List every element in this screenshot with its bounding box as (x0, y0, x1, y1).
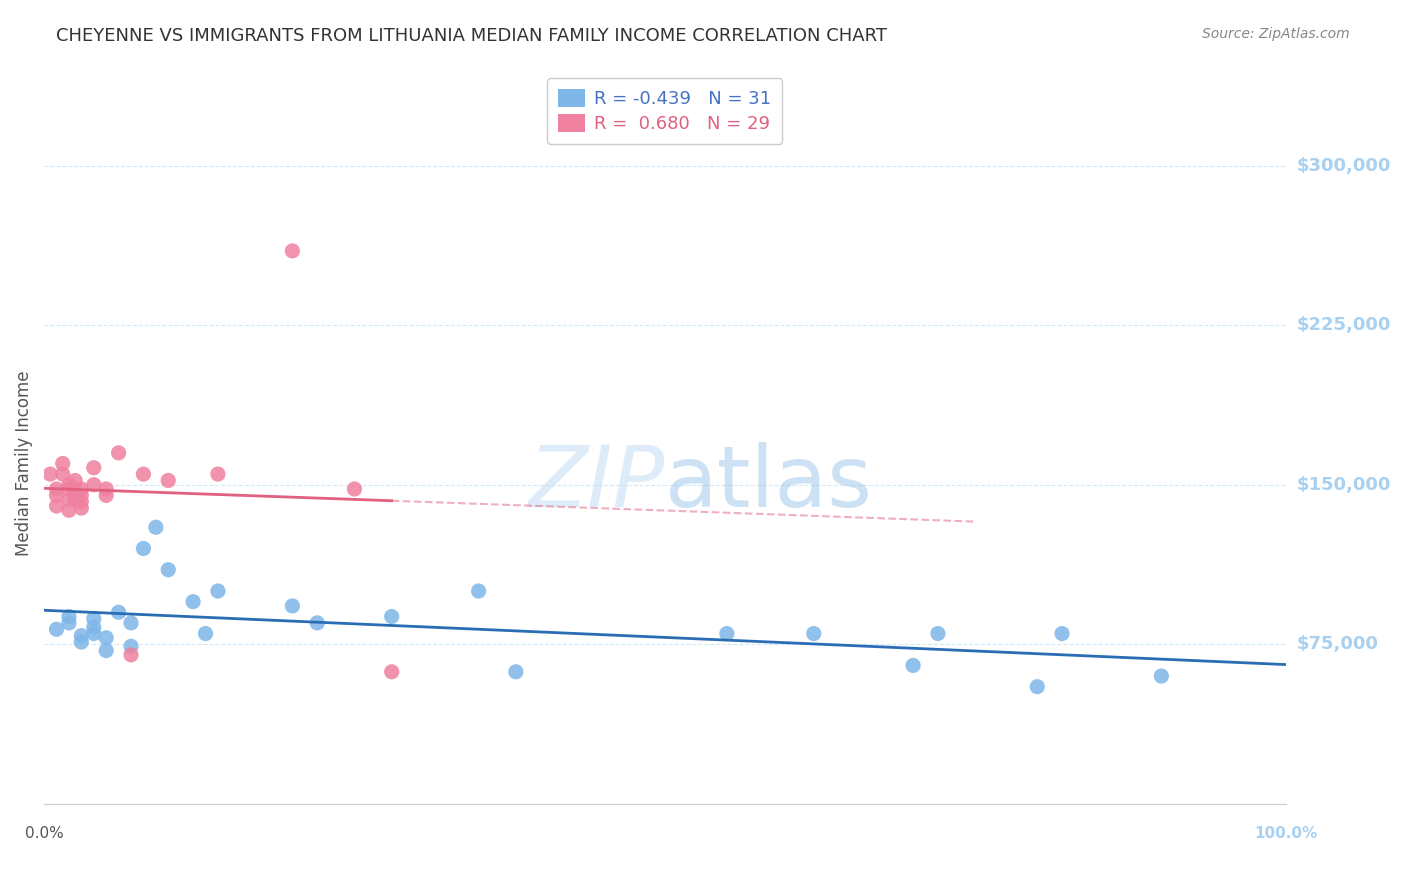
Point (39, 467, 62, 482)
Point (70, 635, 93, 649)
Point (803, 626, 825, 640)
Point (52, 457, 75, 471)
Point (381, 609, 404, 624)
Legend: R = -0.439   N = 31, R =  0.680   N = 29: R = -0.439 N = 31, R = 0.680 N = 29 (547, 78, 782, 144)
Point (207, 584, 229, 599)
Point (343, 482, 366, 496)
Point (58, 482, 80, 496)
Point (83, 612, 105, 626)
Point (901, 658, 924, 673)
Point (45, 499, 67, 513)
Point (120, 615, 142, 630)
Text: ZIP: ZIP (529, 442, 665, 525)
Point (132, 541, 155, 556)
Point (63, 492, 86, 507)
Text: $225,000: $225,000 (1296, 317, 1391, 334)
Point (70, 494, 93, 508)
Point (157, 563, 180, 577)
Point (70, 488, 93, 502)
Text: $150,000: $150,000 (1296, 475, 1391, 494)
Point (83, 460, 105, 475)
Point (927, 626, 949, 640)
Point (467, 584, 489, 599)
Point (52, 467, 75, 482)
Text: Source: ZipAtlas.com: Source: ZipAtlas.com (1202, 27, 1350, 41)
Point (132, 467, 155, 482)
Point (58, 609, 80, 624)
Text: CHEYENNE VS IMMIGRANTS FROM LITHUANIA MEDIAN FAMILY INCOME CORRELATION CHART: CHEYENNE VS IMMIGRANTS FROM LITHUANIA ME… (56, 27, 887, 45)
Point (194, 626, 217, 640)
Point (107, 446, 129, 460)
Point (120, 640, 142, 654)
Point (1150, 669, 1173, 683)
Point (45, 622, 67, 636)
Point (307, 615, 329, 630)
Point (96, 488, 118, 502)
Text: $300,000: $300,000 (1296, 157, 1391, 175)
Point (120, 648, 142, 662)
Y-axis label: Median Family Income: Median Family Income (15, 371, 32, 557)
Point (70, 629, 93, 643)
Point (145, 520, 167, 534)
Point (63, 474, 86, 488)
Point (281, 244, 304, 258)
Point (716, 626, 738, 640)
Point (45, 488, 67, 502)
Point (157, 474, 180, 488)
Text: 0.0%: 0.0% (25, 826, 63, 841)
Point (70, 482, 93, 496)
Point (207, 467, 229, 482)
Point (181, 594, 204, 608)
Text: 100.0%: 100.0% (1254, 826, 1317, 841)
Point (83, 626, 105, 640)
Point (1050, 626, 1073, 640)
Point (107, 605, 129, 619)
Point (70, 501, 93, 516)
Point (96, 631, 118, 645)
Text: atlas: atlas (665, 442, 873, 525)
Point (505, 665, 527, 679)
Point (58, 503, 80, 517)
Point (58, 615, 80, 630)
Point (96, 643, 118, 657)
Text: $75,000: $75,000 (1296, 635, 1378, 653)
Point (63, 484, 86, 499)
Point (96, 482, 118, 496)
Point (1026, 680, 1049, 694)
Point (83, 477, 105, 491)
Point (281, 599, 304, 613)
Point (83, 620, 105, 634)
Point (45, 482, 67, 496)
Point (381, 665, 404, 679)
Point (58, 477, 80, 491)
Point (58, 492, 80, 507)
